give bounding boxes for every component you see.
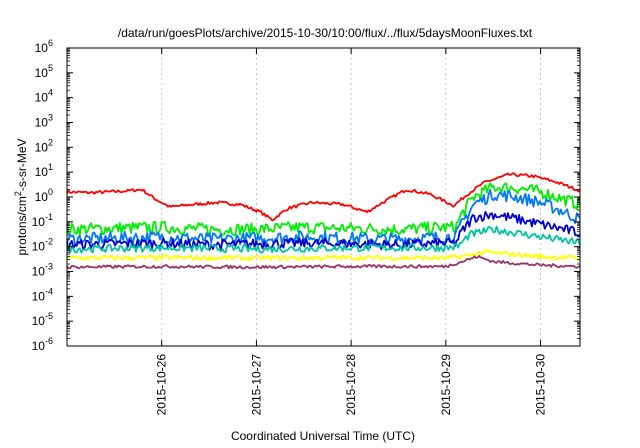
y-tick-label: 105 [35,63,53,80]
y-tick-label: 100 [35,187,53,204]
y-tick-label: 106 [35,38,53,55]
y-tick-label: 10-5 [32,311,53,328]
x-tick-label: 2015-10-26 [155,354,169,416]
x-tick-label: 2015-10-29 [439,354,453,416]
x-axis: 2015-10-26 2015-10-27 2015-10-28 2015-10-29… [155,48,548,415]
chart-title: /data/run/goesPlots/archive/2015-10-30/1… [118,26,533,40]
series-line-3 [66,211,581,251]
y-tick-label: 10-1 [32,212,53,229]
ylabel-part-3: -s-sr-MeV [15,138,29,191]
y-axis-label: protons/cm2-s-sr-MeV [13,138,29,255]
ylabel-part-1: protons/cm [15,196,29,255]
x-tick-label: 2015-10-28 [344,354,358,416]
y-axis: 10-6 10-5 10-4 10-3 10-2 10-1 100 101 102 103 104 1… [32,38,580,353]
x-axis-label: Coordinated Universal Time (UTC) [231,429,415,443]
y-tick-label: 101 [35,162,53,179]
series-layer [66,172,581,270]
series-line-5 [66,248,581,262]
y-tick-label: 103 [35,113,53,130]
series-line-6 [66,255,581,270]
x-tick-label: 2015-10-30 [534,354,548,416]
y-tick-label: 102 [35,137,53,154]
y-tick-label: 104 [35,88,53,105]
series-line-0 [66,172,581,222]
x-tick-label: 2015-10-27 [249,354,263,416]
ylabel-part-2: 2 [13,191,23,196]
y-tick-label: 10-6 [32,336,53,353]
y-tick-label: 10-2 [32,237,53,254]
series-line-1 [66,182,581,237]
y-tick-label: 10-3 [32,262,53,279]
y-tick-label: 10-4 [32,286,53,303]
series-line-4 [66,225,581,254]
